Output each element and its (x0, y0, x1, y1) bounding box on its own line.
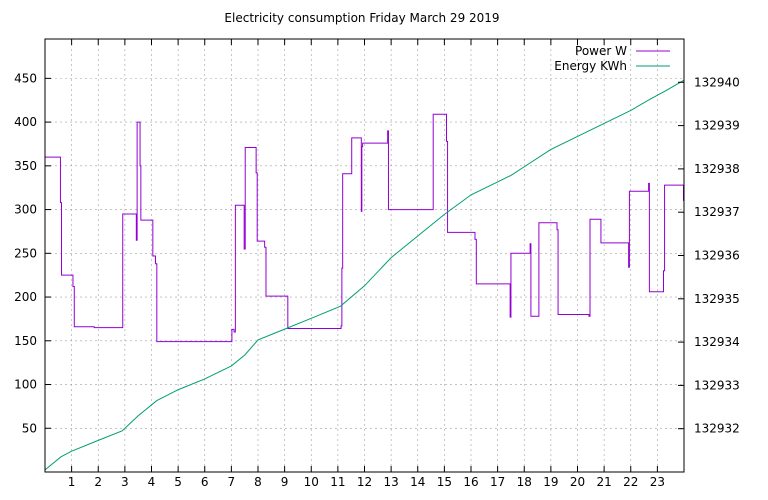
x-tick-label: 13 (383, 475, 398, 489)
legend-label-energy: Energy KWh (554, 59, 627, 73)
x-tick-label: 22 (623, 475, 638, 489)
series-layer (44, 79, 685, 471)
x-tick-label: 16 (463, 475, 478, 489)
x-tick-label: 21 (596, 475, 611, 489)
x-tick-label: 7 (228, 475, 236, 489)
x-tick-label: 9 (281, 475, 289, 489)
y-right-tick-label: 132934 (694, 335, 740, 349)
legend-label-power: Power W (575, 44, 627, 58)
y-right-tick-label: 132939 (694, 119, 740, 133)
y-left-tick-label: 450 (14, 71, 37, 85)
x-tick-label: 14 (410, 475, 425, 489)
x-tick-label: 12 (357, 475, 372, 489)
x-tick-label: 8 (254, 475, 262, 489)
x-tick-label: 5 (174, 475, 182, 489)
grid-lines (45, 39, 684, 472)
x-tick-label: 15 (437, 475, 452, 489)
y-right-tick-label: 132935 (694, 292, 740, 306)
x-tick-label: 19 (543, 475, 558, 489)
x-tick-label: 3 (121, 475, 129, 489)
x-tick-label: 4 (148, 475, 156, 489)
y-right-tick-label: 132938 (694, 162, 740, 176)
chart-title: Electricity consumption Friday March 29 … (224, 11, 499, 25)
y-left-tick-label: 200 (14, 290, 37, 304)
y-right-tick-label: 132932 (694, 422, 740, 436)
x-tick-label: 18 (517, 475, 532, 489)
series-line-energy (44, 79, 685, 471)
x-tick-label: 10 (304, 475, 319, 489)
x-tick-label: 1 (68, 475, 76, 489)
x-tick-label: 6 (201, 475, 209, 489)
x-tick-label: 2 (94, 475, 102, 489)
y-right-tick-label: 132936 (694, 249, 740, 263)
x-tick-label: 11 (330, 475, 345, 489)
y-right-tick-label: 132937 (694, 205, 740, 219)
y-left-tick-label: 300 (14, 203, 37, 217)
y-left-tick-label: 50 (22, 421, 37, 435)
y-left-tick-label: 350 (14, 159, 37, 173)
x-tick-label: 23 (650, 475, 665, 489)
y-right-tick-label: 132933 (694, 378, 740, 392)
y-right-tick-label: 132940 (694, 75, 740, 89)
y-left-tick-label: 150 (14, 334, 37, 348)
x-tick-label: 17 (490, 475, 505, 489)
x-tick-label: 20 (570, 475, 585, 489)
y-left-tick-label: 400 (14, 115, 37, 129)
series-line-power (45, 113, 684, 343)
axis-ticks: 1 2 3 4 5 6 7 8 9 10 11 12 13 14 15 16 17 18 19 20 21 22 23501… (14, 39, 740, 489)
y-left-tick-label: 250 (14, 246, 37, 260)
y-left-tick-label: 100 (14, 378, 37, 392)
